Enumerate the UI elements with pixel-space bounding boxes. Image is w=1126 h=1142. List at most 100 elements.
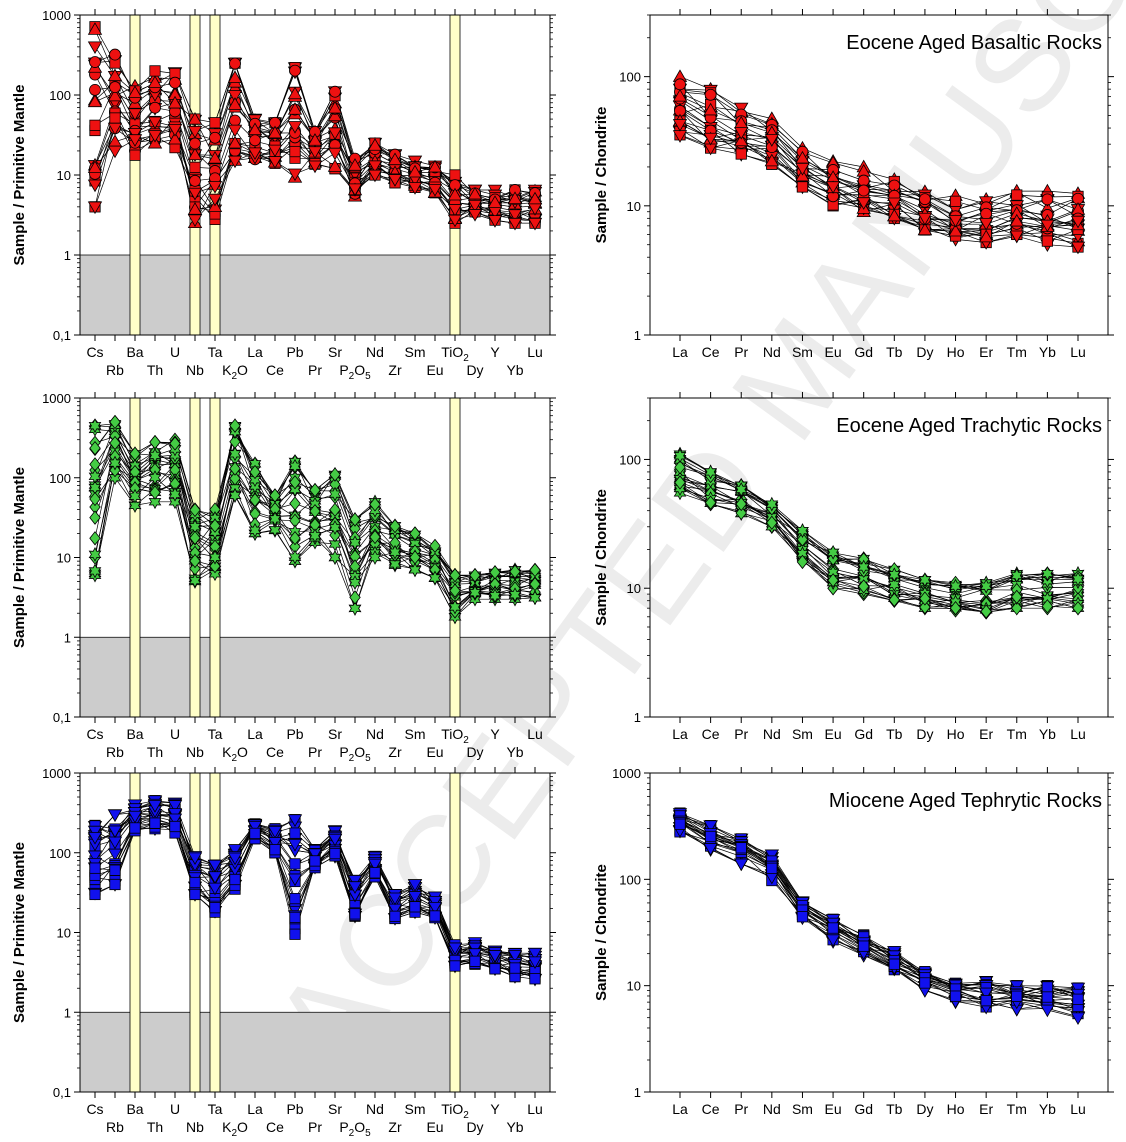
data-point [187,202,203,215]
data-point [187,852,203,866]
y-tick-label: 10 [627,581,641,596]
data-point [388,544,402,560]
x-tick-label: Gd [854,1101,873,1117]
data-point [919,977,931,989]
data-point [348,575,362,590]
y-tick-label: 100 [619,452,641,467]
data-point [674,818,686,830]
data-point [704,495,717,510]
data-point [169,436,181,451]
data-point [703,843,718,856]
data-point [369,867,381,879]
data-point [229,418,241,433]
data-point [307,848,323,862]
data-point [189,888,201,901]
data-point [449,169,461,181]
series-group [672,807,1086,1025]
data-point [528,590,542,606]
x-tick-label: La [247,726,263,742]
x-tick-label: Nd [366,1101,384,1117]
x-tick-label: Dy [916,344,933,360]
data-point [527,947,543,961]
x-tick-label: P2O5 [339,1119,371,1139]
sample-line [94,29,536,203]
data-point [887,567,901,583]
data-point [980,207,993,220]
data-point [289,892,301,905]
x-tick-label: Nd [763,1101,781,1117]
x-tick-label: Sm [405,726,426,742]
x-tick-label: Nd [763,726,781,742]
data-point [1070,1012,1086,1025]
data-point [387,174,403,187]
data-point [329,527,341,543]
data-point [108,470,122,486]
data-point [367,858,383,872]
y-axis-title: Sample / Chondrite [593,107,610,244]
data-point [248,522,262,538]
data-point [734,482,748,497]
data-point [704,88,717,101]
x-tick-label: Ba [126,726,143,742]
data-point [109,81,121,93]
data-point [825,934,841,948]
x-tick-label: Ce [702,344,720,360]
series-group [673,446,1085,620]
data-point [207,871,223,884]
data-point [289,928,301,940]
x-tick-label: Dy [916,1101,933,1117]
data-point [227,97,243,110]
x-tick-label: Yb [506,744,523,760]
data-point [289,64,301,77]
data-point [207,151,223,164]
data-point [267,125,283,139]
y-axis-title: Sample / Chondrite [593,864,610,1001]
x-tick-label: Nd [366,344,384,360]
data-point [1041,599,1054,614]
data-point [509,564,521,579]
highlight-band-Ba [130,398,140,717]
y-tick-label: 1 [634,328,641,343]
data-point [87,850,103,864]
x-tick-label: Th [147,744,163,760]
data-point [347,183,363,197]
data-point [796,523,809,538]
data-point [209,131,221,144]
data-point [369,497,381,512]
x-tick-label: Y [490,344,500,360]
x-tick-label: Pr [308,1119,322,1135]
data-point [147,75,163,89]
data-point [826,544,840,560]
x-tick-label: Zr [388,362,402,378]
data-point [766,862,778,874]
data-point [89,440,101,456]
y-tick-label: 1000 [42,8,71,23]
data-point [309,855,321,867]
data-point [527,217,543,231]
data-point [87,825,103,839]
x-tick-label: Ba [126,344,143,360]
data-point [795,163,810,176]
x-tick-label: Tb [886,726,903,742]
data-point [449,960,461,972]
data-point [487,950,503,963]
x-tick-label: K2O [222,1119,248,1139]
data-point [288,549,302,565]
x-tick-label: Nb [186,744,204,760]
data-point [507,209,523,222]
x-tick-label: U [170,726,180,742]
data-point [857,579,870,594]
data-point [149,434,161,450]
data-point [347,158,363,171]
x-tick-label: Ta [208,726,223,742]
data-point [167,131,183,145]
data-point [703,102,718,116]
data-point [89,83,101,96]
x-tick-label: Zr [388,1119,402,1135]
data-point [129,149,141,161]
data-point [87,179,103,193]
data-point [189,137,201,150]
data-point [107,809,123,823]
data-point [168,494,182,510]
data-point [167,124,183,137]
